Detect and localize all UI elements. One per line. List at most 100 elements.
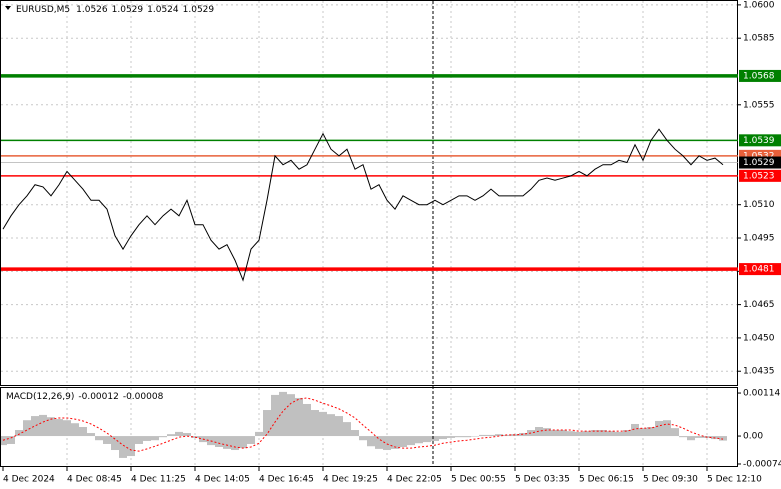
x-tick-label: 4 Dec 08:45 [67, 475, 122, 485]
macd-bar [719, 436, 727, 441]
macd-bar [591, 430, 599, 437]
y-tick-label: 1.0465 [743, 300, 775, 310]
macd-bar [391, 436, 399, 449]
macd-bar [367, 436, 375, 447]
signal-line [2, 397, 724, 452]
macd-bar [343, 422, 351, 437]
macd-bar [311, 410, 319, 437]
macd-bar [647, 427, 655, 437]
macd-bar [447, 436, 455, 438]
collapse-icon [5, 6, 11, 10]
y-tick-label: 1.0555 [743, 100, 775, 110]
macd-bar [479, 434, 487, 437]
macd-bar [159, 436, 167, 438]
level-label: 1.0539 [743, 136, 775, 146]
macd-bar [639, 428, 647, 437]
last-price-label: 1.0529 [743, 158, 775, 168]
macd-bar [415, 436, 423, 444]
x-tick-label: 5 Dec 00:55 [451, 475, 506, 485]
macd-bar [95, 436, 103, 441]
x-tick-label: 4 Dec 11:25 [131, 475, 186, 485]
level-label-bg [739, 69, 781, 82]
macd-signal: -0.00008 [123, 392, 164, 402]
macd-title: MACD(12,26,9) [6, 392, 74, 402]
macd-bar [279, 391, 287, 437]
y-tick-label: 1.0495 [743, 234, 775, 244]
x-tick-label: 5 Dec 03:35 [515, 475, 570, 485]
y-tick-label: 1.0510 [743, 200, 775, 210]
macd-frame [0, 387, 738, 467]
low: 1.0524 [147, 5, 179, 15]
x-tick-label: 4 Dec 19:25 [323, 475, 378, 485]
x-tick-label: 4 Dec 2024 [3, 475, 55, 485]
price-line [2, 128, 724, 282]
price-header: EURUSD,M5 1.0526 1.0529 1.0524 1.0529 [16, 5, 214, 15]
macd-bar [55, 419, 63, 437]
macd-bar [543, 428, 551, 437]
price-frame [0, 0, 738, 386]
macd-bar [127, 436, 135, 457]
macd-bar [399, 436, 407, 447]
macd-bar [175, 431, 183, 437]
macd-bar [351, 430, 359, 437]
macd-bar [263, 410, 271, 437]
x-tick-label: 4 Dec 14:05 [195, 475, 250, 485]
macd-bar [295, 397, 303, 437]
macd-bar [695, 436, 703, 438]
macd-bar [271, 394, 279, 437]
macd-bar [247, 436, 255, 444]
level-label: 1.0481 [743, 265, 775, 275]
y-tick-label: 1.0435 [743, 367, 775, 377]
x-tick-label: 5 Dec 09:30 [643, 475, 698, 485]
macd-bar [599, 430, 607, 437]
macd-bar [111, 436, 119, 451]
macd-bar [687, 436, 695, 441]
open: 1.0526 [76, 5, 108, 15]
macd-bar [287, 394, 295, 437]
macd-bar [215, 436, 223, 447]
level-label: 1.0568 [743, 71, 775, 81]
macd-bar [495, 434, 503, 437]
macd-bar [335, 416, 343, 437]
macd-bar [535, 427, 543, 437]
macd-bar [359, 436, 367, 441]
macd-bar [423, 436, 431, 443]
y-tick-label: 1.0585 [743, 34, 775, 44]
macd-bar [431, 436, 439, 441]
macd-main: -0.00012 [78, 392, 118, 402]
macd-bar [327, 414, 335, 437]
symbol: EURUSD,M5 [16, 5, 70, 15]
level-label-bg [739, 263, 781, 276]
macd-bar [583, 431, 591, 437]
macd-bar [79, 427, 87, 437]
macd-bar [191, 436, 199, 438]
macd-bar [39, 414, 47, 437]
x-tick-label: 4 Dec 22:05 [387, 475, 442, 485]
macd-bar [671, 428, 679, 437]
macd-bar [119, 436, 127, 458]
macd-header: MACD(12,26,9) -0.00012 -0.00008 [6, 392, 164, 402]
x-tick-label: 5 Dec 06:15 [579, 475, 634, 485]
level-label: 1.0532 [743, 151, 775, 161]
macd-bar [71, 423, 79, 437]
macd-bar [663, 420, 671, 437]
macd-bar [103, 436, 111, 444]
y-tick-label: 0.00 [743, 432, 763, 442]
macd-bar [87, 433, 95, 437]
last-price-bg [739, 156, 781, 169]
macd-bar [167, 434, 175, 437]
macd-bar [559, 430, 567, 437]
macd-bar [455, 436, 463, 438]
high: 1.0529 [112, 5, 144, 15]
macd-bar [407, 436, 415, 446]
y-tick-label: 1.0450 [743, 333, 775, 343]
y-tick-label: 1.0600 [743, 0, 775, 10]
macd-bar [487, 434, 495, 437]
macd-bar [143, 436, 151, 441]
macd-bar [23, 420, 31, 437]
x-tick-label: 4 Dec 16:45 [259, 475, 314, 485]
macd-bar [551, 430, 559, 437]
macd-bar [471, 436, 479, 437]
macd-bar [575, 431, 583, 437]
